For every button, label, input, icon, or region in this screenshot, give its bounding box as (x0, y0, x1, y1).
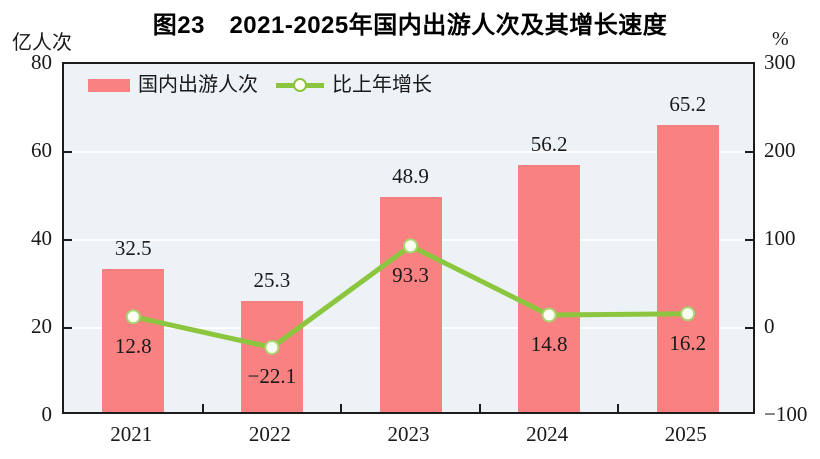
legend-bar-label: 国内出游人次 (138, 74, 258, 96)
chart-title: 图23 2021-2025年国内出游人次及其增长速度 (152, 12, 668, 39)
bottom-tick-mark (617, 404, 620, 412)
right-axis-tick-label: 0 (764, 314, 775, 338)
bottom-tick-mark (201, 404, 204, 412)
bottom-tick-mark (478, 404, 481, 412)
left-axis-tick-label: 40 (31, 226, 52, 250)
growth-point-2025 (680, 306, 696, 322)
bottom-tick-mark (340, 404, 343, 412)
x-axis-label: 2022 (248, 422, 291, 446)
legend-bar-swatch (88, 78, 130, 92)
left-axis-tick-label: 0 (41, 402, 53, 426)
bar-2025 (656, 125, 719, 412)
left-tick-mark (64, 151, 72, 153)
left-axis-tick-label: 60 (31, 138, 52, 162)
legend-line-marker-icon (293, 78, 307, 92)
growth-line-layer (125, 238, 696, 355)
growth-value-label: −22.1 (247, 364, 297, 389)
bar-value-label: 56.2 (530, 131, 568, 156)
x-axis-label: 2025 (664, 422, 707, 446)
bar-2021 (102, 269, 165, 412)
plot-area: 国内出游人次 比上年增长 32.5 25.3 48.9 56.2 65.2 12.8 −22… (62, 62, 755, 414)
bar-value-label: 65.2 (669, 92, 707, 117)
bar-2024 (518, 164, 581, 412)
left-axis-tick-label: 20 (31, 314, 52, 338)
left-tick-mark (64, 327, 72, 329)
growth-point-2024 (541, 307, 557, 323)
left-axis-tick-label: 80 (31, 50, 52, 74)
legend: 国内出游人次 比上年增长 (88, 73, 450, 97)
growth-value-label: 16.2 (669, 330, 707, 355)
growth-value-label: 14.8 (530, 331, 568, 356)
x-axis-label: 2024 (526, 422, 569, 446)
bar-value-label: 32.5 (114, 236, 152, 260)
bar-2023 (379, 196, 442, 412)
growth-point-2023 (403, 238, 418, 254)
right-tick-mark (745, 327, 753, 329)
growth-value-label: 12.8 (114, 333, 152, 358)
gridline (64, 151, 753, 153)
right-axis-unit: % (772, 28, 789, 50)
growth-value-label: 93.3 (392, 262, 429, 287)
growth-line (130, 243, 691, 350)
growth-point-2021 (125, 309, 141, 325)
right-axis-tick-label: −100 (764, 402, 808, 426)
legend-line-swatch (276, 78, 324, 92)
bar-2022 (240, 300, 303, 412)
left-axis-unit: 亿人次 (12, 32, 72, 54)
right-tick-mark (745, 239, 753, 241)
x-axis-label: 2021 (110, 422, 153, 446)
bar-value-label: 48.9 (392, 163, 429, 188)
growth-point-2022 (264, 339, 280, 355)
legend-line-label: 比上年增长 (332, 74, 432, 96)
right-tick-mark (745, 151, 753, 153)
right-axis-tick-label: 300 (764, 50, 796, 74)
x-axis-label: 2023 (387, 422, 430, 446)
bar-value-label: 25.3 (253, 267, 291, 292)
right-axis-tick-label: 100 (764, 226, 796, 250)
left-tick-mark (64, 239, 72, 241)
right-axis-tick-label: 200 (764, 138, 796, 162)
